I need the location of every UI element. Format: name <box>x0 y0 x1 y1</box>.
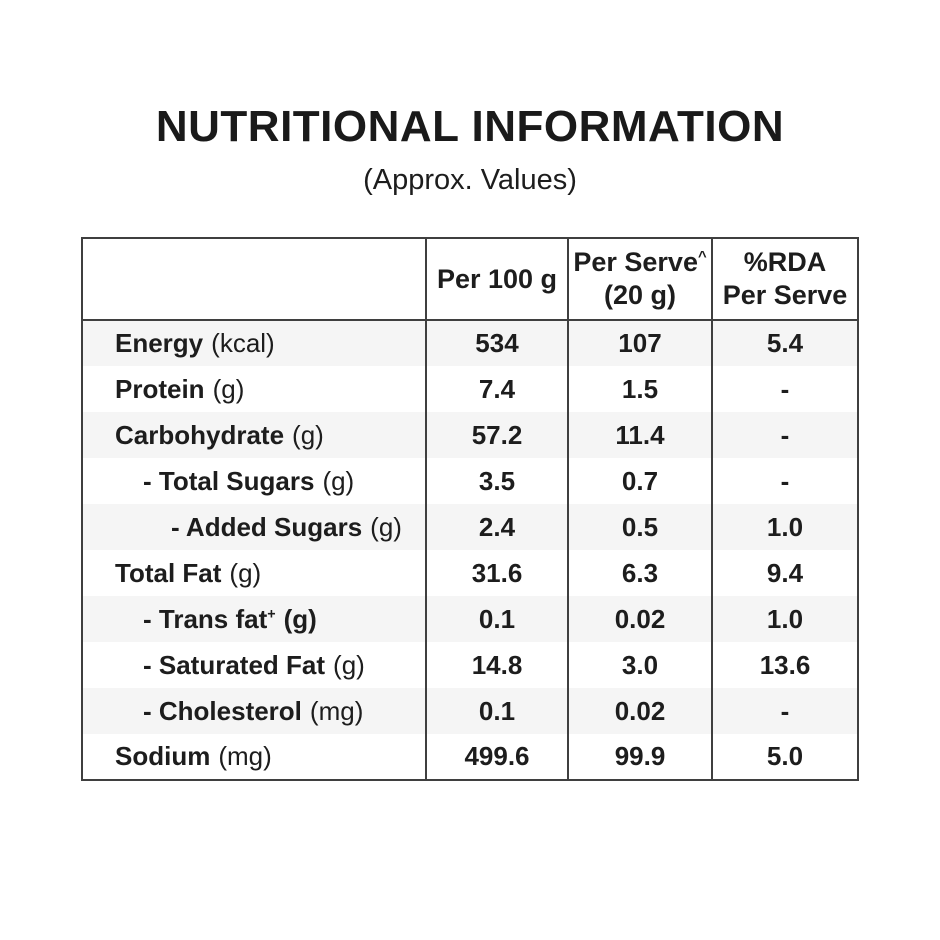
rda-per-serve-value: 9.4 <box>711 550 858 597</box>
nutrient-label-cell: - Saturated Fat (g) <box>82 642 426 688</box>
nutrient-label-cell: Protein (g) <box>82 366 426 412</box>
rda-per-serve-value: 1.0 <box>711 596 858 643</box>
nutrient-unit: (mg) <box>218 741 272 772</box>
nutrient-label-cell: Total Fat (g) <box>82 550 426 596</box>
per-100g-value: 499.6 <box>425 734 568 781</box>
nutrient-label-cell: - Total Sugars (g) <box>82 458 426 504</box>
table-row: Sodium (mg) 499.6 99.9 5.0 <box>82 734 858 781</box>
nutrient-name: - Added Sugars <box>171 511 363 542</box>
per-100g-value: 0.1 <box>425 688 568 735</box>
per-100g-value: 534 <box>425 320 568 367</box>
rda-per-serve-value: 5.4 <box>711 320 858 367</box>
nutrient-name: Total Fat <box>115 557 222 588</box>
table-row: Total Fat (g) 31.6 6.3 9.4 <box>82 550 858 597</box>
table-row: - Cholesterol (mg) 0.1 0.02- <box>82 688 858 735</box>
per-serve-value: 0.02 <box>567 596 712 643</box>
header-cell-per-100g: Per 100 g <box>425 238 568 322</box>
rda-per-serve-value: 1.0 <box>711 504 858 551</box>
per-serve-value: 1.5 <box>567 366 712 413</box>
caret-superscript: ^ <box>697 249 707 266</box>
nutrient-unit: (g) <box>283 603 317 634</box>
per-100g-value: 3.5 <box>425 458 568 505</box>
nutrient-name: Sodium <box>115 741 211 772</box>
table-row: - Saturated Fat (g) 14.8 3.0 13.6 <box>82 642 858 689</box>
nutrient-label-cell: - Added Sugars (g) <box>82 504 426 550</box>
plus-superscript: + <box>267 606 276 623</box>
table-row: - Added Sugars (g) 2.4 0.5 1.0 <box>82 504 858 551</box>
nutrient-name: - Saturated Fat <box>143 649 326 680</box>
nutrient-label-cell: Sodium (mg) <box>82 734 426 780</box>
rda-per-serve-value: - <box>711 366 858 413</box>
nutrient-unit: (g) <box>333 649 365 680</box>
nutrient-unit: (g) <box>229 557 262 588</box>
nutrient-unit: (mg) <box>309 695 364 726</box>
per-serve-value: 3.0 <box>567 642 712 689</box>
per-serve-value: 107 <box>567 320 712 367</box>
table-header: Per 100 g Per Serve^ (20 g) %RDA Per Ser… <box>82 238 858 322</box>
table-header-row: Per 100 g Per Serve^ (20 g) %RDA Per Ser… <box>82 238 858 322</box>
rda-per-serve-value: 5.0 <box>711 734 858 781</box>
per-100g-value: 0.1 <box>425 596 568 643</box>
header-cell-rda: %RDA Per Serve <box>711 238 858 322</box>
rda-per-serve-value: - <box>711 688 858 735</box>
header-cell-empty <box>82 238 426 322</box>
nutrient-label-cell: Carbohydrate (g) <box>82 412 426 458</box>
rda-per-serve-value: 13.6 <box>711 642 858 689</box>
per-100g-value: 31.6 <box>425 550 568 597</box>
nutrient-name: Carbohydrate <box>115 419 285 450</box>
table-row: Energy (kcal) 534 107 5.4 <box>82 320 858 367</box>
per-serve-value: 0.7 <box>567 458 712 505</box>
per-100g-value: 14.8 <box>425 642 568 689</box>
per-100g-value: 2.4 <box>425 504 568 551</box>
per-serve-value: 0.5 <box>567 504 712 551</box>
nutrient-name: - Cholesterol <box>143 695 302 726</box>
header-cell-per-serve: Per Serve^ (20 g) <box>567 238 712 322</box>
rda-label: %RDA <box>743 247 827 278</box>
per-serve-label: Per Serve^ <box>573 247 707 278</box>
table-row: Protein (g) 7.4 1.5- <box>82 366 858 413</box>
per-100g-value: 57.2 <box>425 412 568 459</box>
per-100g-value: 7.4 <box>425 366 568 413</box>
nutrient-label-cell: Energy (kcal) <box>82 320 426 366</box>
table-body: Energy (kcal) 534 107 5.4 Protein (g) 7.4 1.5- Ca… <box>82 320 858 781</box>
nutrient-name: Protein <box>115 373 205 404</box>
per-serve-value: 99.9 <box>567 734 712 781</box>
per-serve-value: 0.02 <box>567 688 712 735</box>
nutrient-unit: (g) <box>292 419 324 450</box>
table-row: Carbohydrate (g) 57.2 11.4- <box>82 412 858 459</box>
nutrient-label-cell: - Cholesterol (mg) <box>82 688 426 734</box>
nutrient-unit: (g) <box>322 465 355 496</box>
rda-per-serve-value: - <box>711 412 858 459</box>
nutrient-unit: (kcal) <box>211 328 275 359</box>
nutrient-unit: (g) <box>212 373 245 404</box>
table-row: - Total Sugars (g) 3.5 0.7- <box>82 458 858 505</box>
nutrient-name: - Trans fat <box>143 603 268 634</box>
page-title: NUTRITIONAL INFORMATION <box>155 102 785 151</box>
nutrition-table: Per 100 g Per Serve^ (20 g) %RDA Per Ser… <box>81 237 859 782</box>
rda-per-serve-label: Per Serve <box>722 280 848 311</box>
page-subtitle: (Approx. Values) <box>363 164 577 197</box>
nutrient-label-cell: - Trans fat+ (g) <box>82 596 426 642</box>
nutrient-name: Energy <box>115 328 204 359</box>
per-serve-quantity: (20 g) <box>603 280 676 311</box>
table-row: - Trans fat+ (g) 0.1 0.02 1.0 <box>82 596 858 643</box>
per-serve-value: 6.3 <box>567 550 712 597</box>
rda-per-serve-value: - <box>711 458 858 505</box>
nutrient-unit: (g) <box>370 511 402 542</box>
per-100g-label: Per 100 g <box>436 263 558 294</box>
per-serve-value: 11.4 <box>567 412 712 459</box>
nutrient-name: - Total Sugars <box>143 465 315 496</box>
